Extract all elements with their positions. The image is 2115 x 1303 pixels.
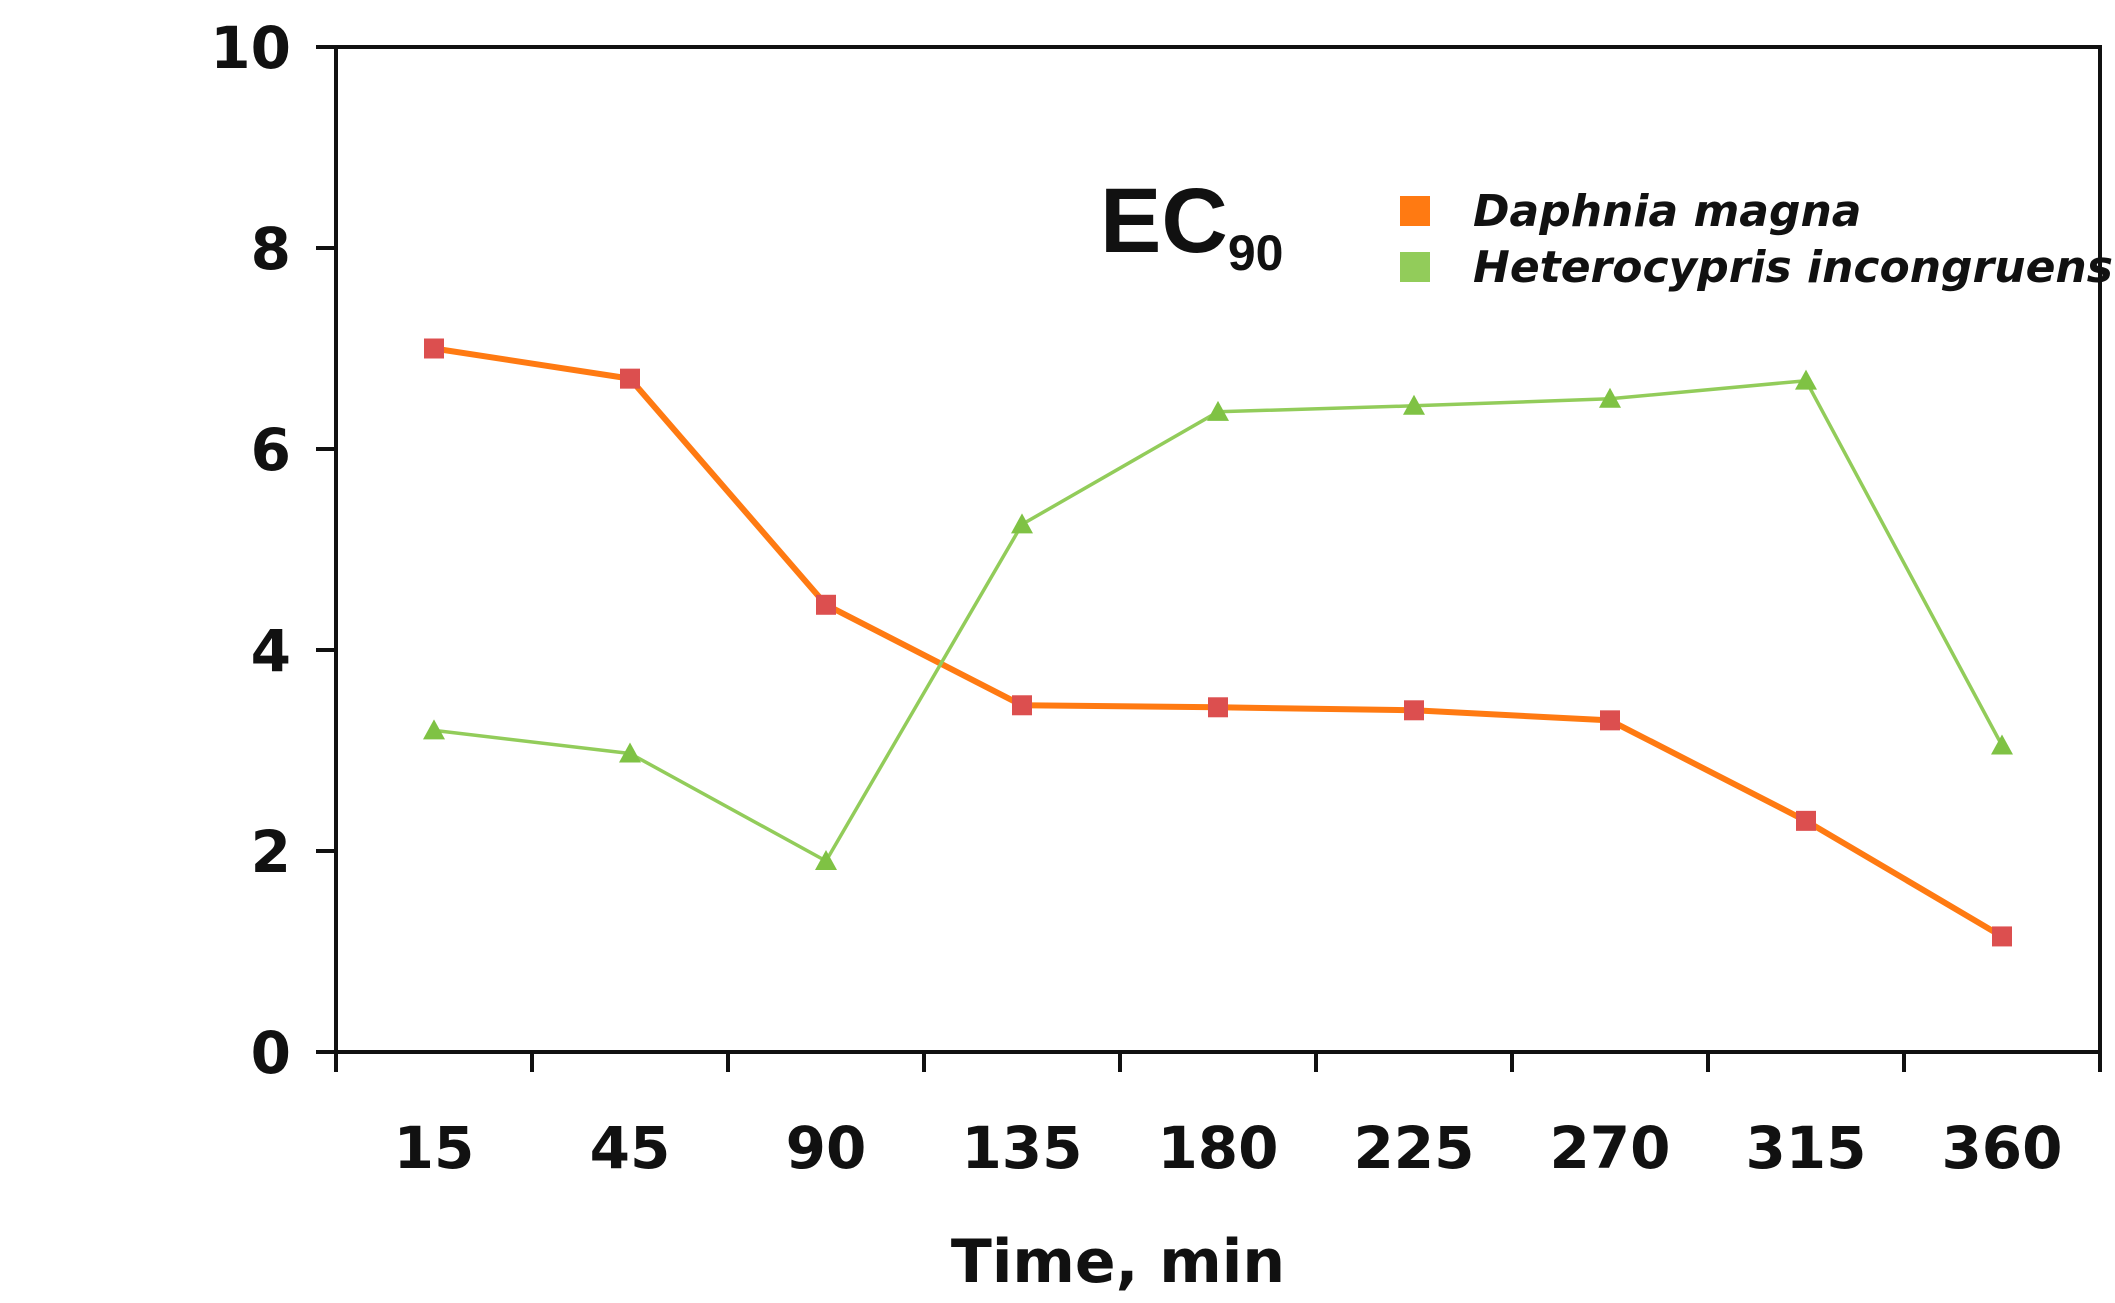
- x-tick-label: 15: [394, 1114, 475, 1182]
- plot-area: [334, 45, 2102, 1054]
- data-point-square: [424, 338, 444, 359]
- data-point-square: [1796, 810, 1816, 831]
- x-tick-label: 360: [1941, 1114, 2062, 1182]
- data-point-triangle: [619, 742, 641, 763]
- annotation-main: EC: [1100, 170, 1228, 272]
- y-tick-label: 10: [210, 14, 291, 82]
- y-axis-tick-labels: 0 2 4 6 8 10: [210, 14, 291, 1087]
- legend-swatch: [1400, 196, 1430, 226]
- x-tick-label: 135: [961, 1114, 1082, 1182]
- data-point-triangle: [1011, 513, 1033, 534]
- x-axis-title: Time, min: [951, 1227, 1285, 1297]
- annotation-subscript: 90: [1228, 225, 1284, 281]
- y-tick-label: 2: [251, 818, 291, 886]
- y-tick-label: 6: [251, 416, 291, 484]
- series-layer: [423, 338, 2013, 947]
- data-point-square: [816, 594, 836, 615]
- data-point-triangle: [1403, 394, 1425, 415]
- x-tick-label: 270: [1549, 1114, 1670, 1182]
- data-point-triangle: [1599, 387, 1621, 408]
- data-point-triangle: [1991, 734, 2013, 755]
- y-tick-label: 0: [251, 1019, 291, 1087]
- data-point-square: [1600, 710, 1620, 731]
- data-point-square: [1208, 697, 1228, 718]
- x-axis-tick-labels: 15 45 90 135 180 225 270 315 360: [394, 1114, 2063, 1182]
- legend-label: Heterocypris incongruens: [1473, 242, 2113, 293]
- x-tick-label: 90: [786, 1114, 867, 1182]
- x-tick-label: 315: [1745, 1114, 1866, 1182]
- data-point-square: [1992, 926, 2012, 947]
- chart-annotation: EC90: [1100, 170, 1283, 281]
- data-point-triangle: [1207, 400, 1229, 421]
- x-tick-label: 225: [1353, 1114, 1474, 1182]
- data-point-triangle: [1795, 369, 1817, 390]
- data-point-triangle: [423, 719, 445, 740]
- x-tick-label: 180: [1157, 1114, 1278, 1182]
- data-point-square: [1012, 695, 1032, 716]
- y-tick-label: 8: [251, 215, 291, 283]
- legend-swatch: [1400, 252, 1430, 282]
- legend-label: Daphnia magna: [1473, 186, 1862, 237]
- axis-ticks: [316, 45, 2102, 1072]
- data-point-square: [1404, 700, 1424, 721]
- x-tick-label: 45: [590, 1114, 671, 1182]
- data-point-square: [620, 368, 640, 389]
- data-point-triangle: [815, 850, 837, 871]
- y-tick-label: 4: [251, 617, 291, 685]
